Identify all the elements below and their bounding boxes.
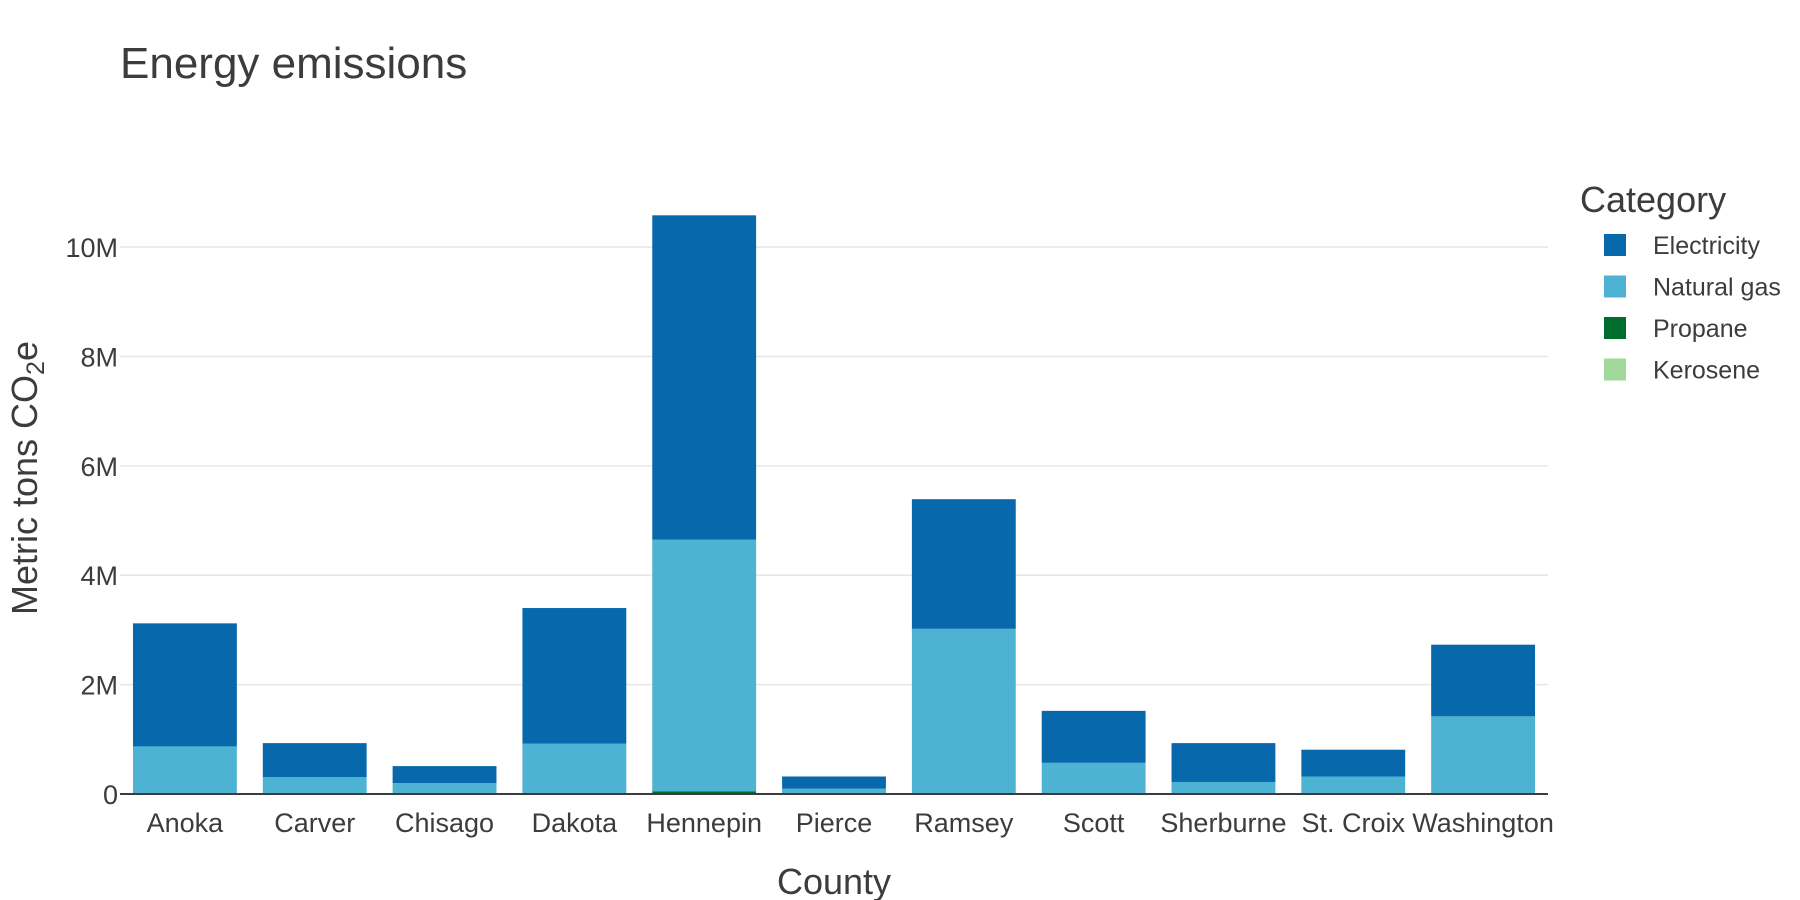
y-tick-label: 8M: [80, 342, 118, 372]
y-axis-title: Metric tons CO2e: [4, 341, 50, 615]
legend-label: Electricity: [1653, 232, 1760, 260]
y-axis-title-subscript: 2: [22, 361, 50, 375]
gridlines: [120, 246, 1548, 686]
x-tick-label: Chisago: [395, 808, 494, 838]
x-tick-label: St. Croix: [1302, 808, 1406, 838]
y-tick-label: 4M: [80, 561, 118, 591]
x-tick-label: Ramsey: [914, 808, 1014, 838]
x-axis-title: County: [777, 861, 891, 900]
x-tick-label: Pierce: [796, 808, 873, 838]
legend: Electricity Natural gas Propane Kerosene: [1604, 232, 1781, 385]
x-tick-label: Sherburne: [1160, 808, 1286, 838]
legend-label: Kerosene: [1653, 357, 1760, 385]
y-tick-label: 6M: [80, 452, 118, 482]
bar-natural-gas: [132, 746, 237, 794]
bar-natural-gas: [652, 539, 757, 792]
x-tick-label: Hennepin: [646, 808, 762, 838]
bar-natural-gas: [392, 783, 497, 794]
bar-electricity: [1301, 749, 1406, 777]
bar-natural-gas: [1041, 762, 1146, 794]
legend-swatch: [1604, 317, 1626, 339]
bar-electricity: [1431, 644, 1536, 717]
bar-electricity: [1041, 710, 1146, 763]
y-tick-label: 0: [103, 780, 118, 810]
legend-swatch: [1604, 358, 1626, 381]
x-tick-label: Carver: [274, 808, 355, 838]
bar-electricity: [132, 623, 237, 747]
y-tick-label: 10M: [65, 233, 118, 263]
bar-natural-gas: [1301, 776, 1406, 794]
bar-natural-gas: [262, 777, 367, 794]
bar-natural-gas: [782, 788, 886, 794]
bar-electricity: [652, 215, 757, 540]
bar-natural-gas: [1171, 781, 1276, 794]
bar-electricity: [1171, 743, 1276, 782]
legend-swatch: [1604, 275, 1626, 298]
x-tick-label: Dakota: [532, 808, 619, 838]
x-tick-label: Anoka: [147, 808, 225, 838]
bar-electricity: [392, 766, 497, 784]
bar-electricity: [262, 743, 367, 778]
legend-label: Propane: [1653, 315, 1748, 343]
bars: [132, 215, 1536, 794]
x-tick-label: Washington: [1412, 808, 1554, 838]
x-tick-label: Scott: [1063, 808, 1125, 838]
bar-propane: [652, 791, 757, 794]
y-axis-title-suffix: e: [4, 341, 45, 361]
legend-label: Natural gas: [1653, 274, 1781, 302]
bar-natural-gas: [1431, 716, 1536, 794]
bar-natural-gas: [522, 743, 627, 794]
x-axis-ticks: Anoka Carver Chisago Dakota Hennepin Pierce Ra…: [147, 808, 1554, 838]
bar-electricity: [522, 608, 627, 744]
chart-title: Energy emissions: [120, 39, 467, 88]
legend-title: Category: [1580, 179, 1726, 220]
bar-natural-gas: [911, 628, 1016, 794]
bar-electricity: [911, 499, 1016, 629]
bar-electricity: [782, 776, 886, 789]
legend-swatch: [1604, 234, 1626, 256]
y-axis-title-main: Metric tons CO: [4, 375, 45, 615]
y-tick-label: 2M: [80, 671, 118, 701]
y-axis-ticks: 0 2M 4M 6M 8M 10M: [65, 233, 118, 810]
